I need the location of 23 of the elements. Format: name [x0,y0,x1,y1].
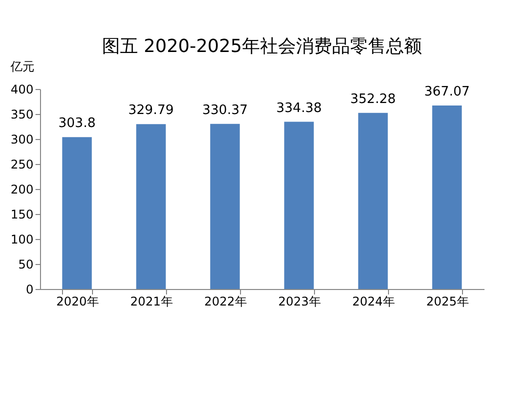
y-tick-label: 150 [10,208,34,222]
x-tick-label: 2024年 [352,294,395,308]
y-tick-label: 300 [10,132,34,146]
x-tick-label: 2022年 [204,294,247,308]
data-label: 303.8 [58,116,96,132]
x-tick-label: 2023年 [278,294,321,308]
x-tick-label: 2025年 [426,294,469,308]
y-tick-label: 0 [26,282,34,296]
y-tick-label: 50 [18,258,34,272]
y-tick-label: 100 [10,232,34,246]
data-label: 334.38 [276,100,322,116]
y-tick-label: 250 [10,158,34,172]
y-tick-label: 350 [10,108,34,122]
x-tick-label: 2020年 [56,294,99,308]
data-label: 367.07 [424,84,470,100]
chart-title: 图五 2020-2025年社会消费品零售总额 [102,36,422,57]
y-tick-label: 200 [10,182,34,196]
data-label: 352.28 [350,92,396,107]
data-label: 330.37 [202,102,248,118]
y-tick-label: 400 [10,82,34,96]
x-tick-label: 2021年 [130,294,173,308]
y-axis-title: 亿元 [10,60,34,74]
data-label: 329.79 [128,103,174,118]
